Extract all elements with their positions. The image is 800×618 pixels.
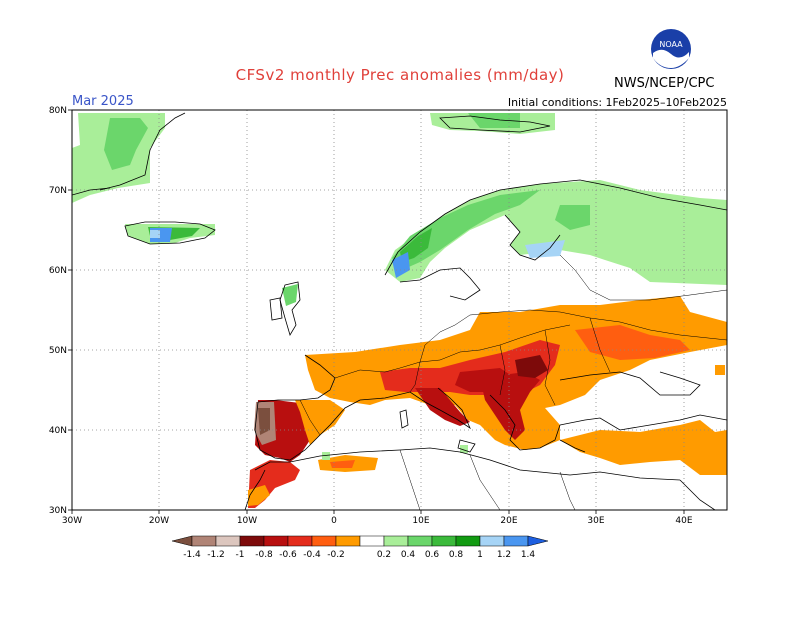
- graticule: [72, 110, 727, 510]
- colorbar-swatch: [503, 535, 529, 547]
- lon-label: 40E: [675, 516, 692, 526]
- anomaly-dry-turkey: [560, 420, 727, 475]
- colorbar-swatch: [455, 535, 481, 547]
- agency-label: NWS/NCEP/CPC: [614, 76, 715, 91]
- lon-label: 20W: [149, 516, 169, 526]
- lat-label: 80N: [49, 106, 67, 116]
- colorbar-swatch: [407, 535, 433, 547]
- anomaly-finland-light: [525, 240, 565, 258]
- colorbar-swatch: [287, 535, 313, 547]
- colorbar-label: 1.4: [521, 550, 536, 560]
- lon-label: 30E: [587, 516, 604, 526]
- coastlines: [72, 112, 727, 510]
- initial-conditions: Initial conditions: 1Feb2025–10Feb2025: [507, 96, 727, 109]
- anomaly-spot-3: [715, 365, 725, 375]
- lon-label: 10W: [237, 516, 257, 526]
- anomaly-algeria-strong: [330, 460, 355, 468]
- colorbar-label: -1: [236, 550, 245, 560]
- lat-label: 50N: [49, 346, 67, 356]
- map-title: CFSv2 monthly Prec anomalies (mm/day): [235, 66, 565, 84]
- colorbar-swatch: [239, 535, 265, 547]
- lon-label: 20E: [500, 516, 517, 526]
- colorbar: -1.4 -1.2 -1 -0.8 -0.6 -0.4 -0.2 0.2 0.4 0.6 0.8 1 1…: [171, 535, 549, 560]
- colorbar-swatch: [383, 535, 409, 547]
- colorbar-swatch: [311, 535, 337, 547]
- colorbar-label: 1: [477, 550, 483, 560]
- colorbar-swatch: [479, 535, 505, 547]
- map-body: [72, 110, 727, 510]
- anomaly-dry-hungary: [515, 355, 548, 378]
- anomaly-iceland-lightblue: [150, 230, 160, 238]
- anomaly-dry-ukraine: [575, 325, 690, 360]
- lon-label: 30W: [62, 516, 82, 526]
- colorbar-swatch: [263, 535, 289, 547]
- anomaly-spot-2: [460, 445, 468, 453]
- anomaly-svalbard-strong: [468, 113, 520, 128]
- anomaly-finland-strong: [555, 205, 590, 230]
- lon-label: 10E: [412, 516, 429, 526]
- colorbar-arrow-left: [171, 535, 193, 547]
- anomaly-fill: [72, 113, 727, 508]
- colorbar-swatch: [359, 535, 385, 547]
- colorbar-arrow-right: [527, 535, 549, 547]
- anomaly-dry-alps: [455, 368, 515, 392]
- anomaly-scotland: [282, 284, 298, 306]
- lat-label: 60N: [49, 266, 67, 276]
- colorbar-label: -0.4: [303, 550, 321, 560]
- longitude-labels: 30W 20W 10W 0 10E 20E 30E 40E: [62, 510, 693, 526]
- anomaly-spot-1: [322, 452, 330, 460]
- country-borders: [299, 254, 727, 510]
- anomaly-iberia-brown: [258, 408, 270, 435]
- colorbar-swatch: [335, 535, 361, 547]
- colorbar-swatch: [431, 535, 457, 547]
- colorbar-swatch: [215, 535, 241, 547]
- colorbar-swatch: [191, 535, 217, 547]
- svg-text:NOAA: NOAA: [659, 40, 683, 49]
- forecast-month: Mar 2025: [72, 94, 134, 109]
- anomaly-norway-blue: [392, 252, 410, 278]
- colorbar-label: -0.2: [327, 550, 345, 560]
- colorbar-label: -0.8: [255, 550, 273, 560]
- anomaly-iberia-orange: [295, 400, 345, 445]
- anomaly-greenland-strong: [104, 118, 148, 170]
- latitude-labels: 30N 40N 50N 60N 70N 80N: [49, 106, 72, 516]
- lat-label: 30N: [49, 506, 67, 516]
- lat-label: 40N: [49, 426, 67, 436]
- anomaly-norway-coast: [392, 190, 540, 270]
- colorbar-label: 0.2: [377, 550, 391, 560]
- anomaly-dry-italy: [415, 388, 470, 426]
- colorbar-label: 0.4: [401, 550, 416, 560]
- colorbar-label: -1.2: [207, 550, 225, 560]
- colorbar-label: 1.2: [497, 550, 511, 560]
- colorbar-label: -0.6: [279, 550, 297, 560]
- lon-label: 0: [331, 516, 337, 526]
- map-frame: [71, 109, 728, 511]
- noaa-logo-icon: NOAA: [651, 29, 691, 69]
- colorbar-label: 0.8: [449, 550, 464, 560]
- lat-label: 70N: [49, 186, 67, 196]
- colorbar-label: 0.6: [425, 550, 440, 560]
- colorbar-label: -1.4: [183, 550, 201, 560]
